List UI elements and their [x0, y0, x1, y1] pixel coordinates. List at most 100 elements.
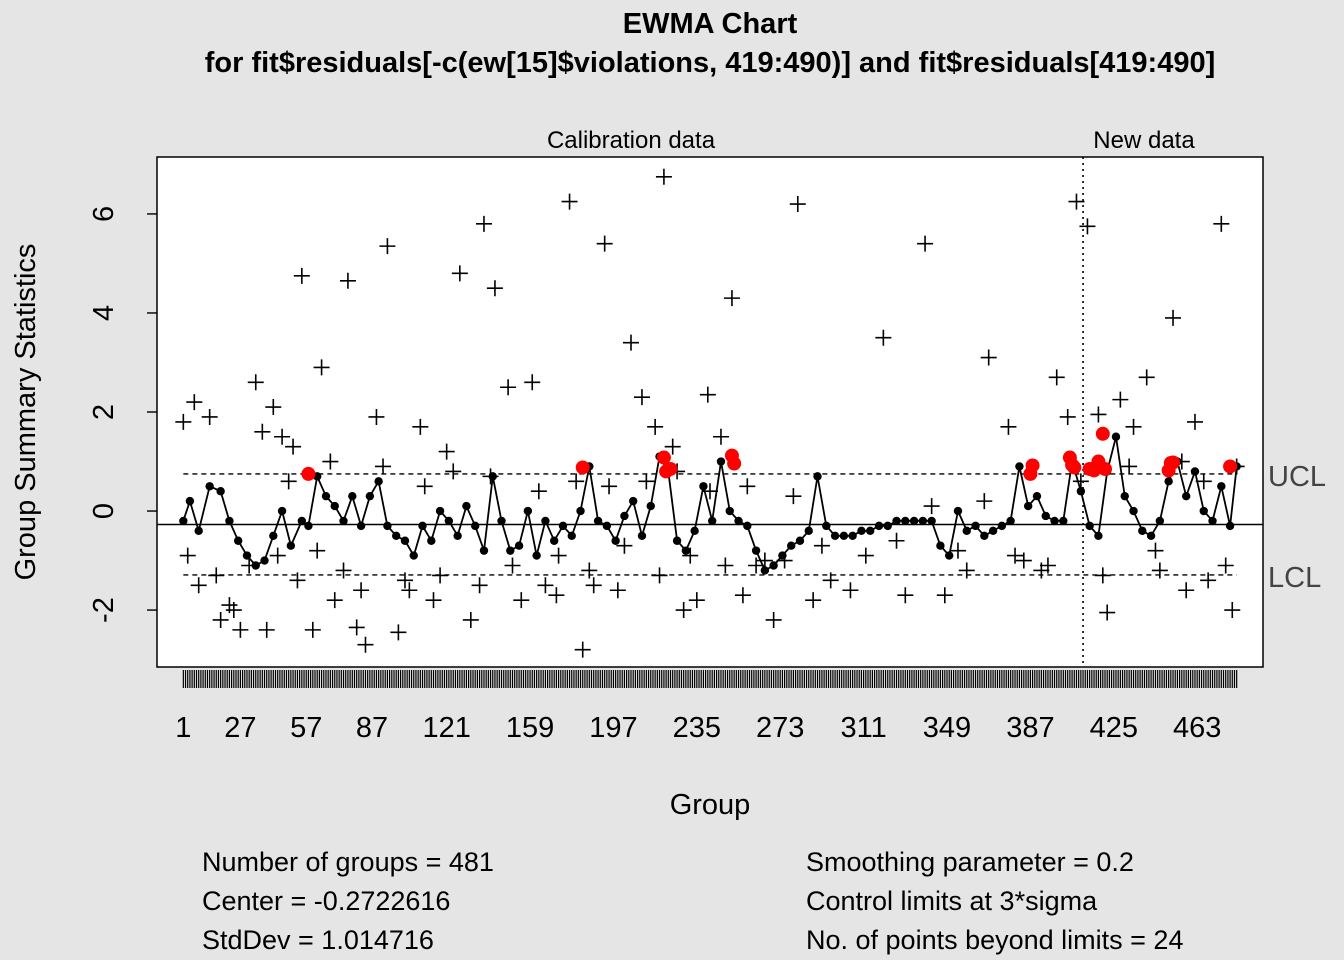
- violation-point: [1025, 458, 1040, 473]
- observation-marker: [1151, 562, 1168, 579]
- observation-marker: [1200, 572, 1217, 589]
- ewma-point: [462, 501, 471, 511]
- y-tick-label: -2: [88, 597, 120, 623]
- ewma-point: [988, 526, 998, 536]
- ewma-point: [185, 496, 195, 506]
- x-tick-label: 159: [506, 712, 554, 744]
- observation-marker: [1224, 602, 1241, 619]
- ewma-point: [418, 521, 427, 531]
- ewma-point: [1138, 526, 1147, 536]
- ewma-point: [523, 506, 533, 516]
- ewma-point: [497, 516, 506, 526]
- ewma-point: [1059, 516, 1068, 526]
- observation-marker: [888, 532, 905, 549]
- x-tick-label: 1: [175, 712, 191, 744]
- x-tick-label: 87: [356, 712, 388, 744]
- ewma-point: [260, 556, 269, 565]
- observation-marker: [949, 542, 966, 559]
- observation-marker: [717, 557, 734, 574]
- ewma-point: [427, 536, 436, 545]
- ewma-point: [1050, 516, 1059, 526]
- observation-marker: [357, 636, 374, 653]
- ewma-point: [356, 521, 366, 531]
- stat-center: Center = -0.2722616: [202, 886, 451, 916]
- x-tick-label: 235: [673, 712, 721, 744]
- y-tick-label: 4: [88, 305, 120, 321]
- ewma-point: [927, 516, 936, 526]
- observation-marker: [289, 572, 306, 589]
- ewma-point: [225, 516, 234, 526]
- ewma-point: [874, 521, 884, 531]
- ewma-point: [374, 477, 383, 486]
- observation-marker: [247, 374, 264, 391]
- y-axis: -2 0 2 4 6: [88, 206, 157, 623]
- x-tick-label: 27: [224, 712, 256, 744]
- observation-marker: [416, 478, 433, 495]
- ewma-point: [1146, 531, 1156, 540]
- x-tick-label: 57: [290, 712, 322, 744]
- observation-marker: [396, 572, 413, 589]
- ewma-point: [1085, 521, 1094, 531]
- observation-marker: [335, 562, 352, 579]
- ewma-point: [514, 541, 524, 550]
- observation-marker: [923, 498, 940, 515]
- y-axis-label: Group Summary Statistics: [10, 244, 42, 581]
- ewma-point: [205, 482, 214, 491]
- observation-marker: [254, 423, 271, 440]
- observation-marker: [739, 478, 756, 495]
- ewma-point: [541, 516, 550, 526]
- ewma-point: [233, 536, 243, 545]
- ewma-point: [242, 551, 252, 560]
- violation-point: [1067, 460, 1082, 475]
- ewma-point: [628, 496, 638, 506]
- ewma-point: [1164, 477, 1173, 486]
- ewma-point: [637, 531, 647, 540]
- observation-marker: [1217, 557, 1234, 574]
- ewma-point: [567, 531, 576, 540]
- observation-marker: [232, 621, 249, 638]
- observation-marker: [980, 349, 997, 366]
- observation-marker: [1213, 215, 1230, 232]
- ewma-point: [330, 501, 339, 511]
- x-tick-label: 387: [1006, 712, 1054, 744]
- observation-marker: [609, 582, 626, 599]
- ewma-point: [620, 511, 629, 521]
- violation-point: [663, 461, 678, 476]
- observation-marker: [1195, 473, 1212, 490]
- ewma-point: [734, 516, 743, 526]
- ewma-point: [769, 561, 778, 570]
- observation-marker: [712, 428, 729, 445]
- observation-marker: [190, 577, 207, 594]
- ewma-point: [488, 472, 497, 481]
- observation-marker: [785, 488, 802, 505]
- observation-marker: [451, 265, 468, 282]
- observation-marker: [537, 577, 554, 594]
- observation-marker: [179, 547, 196, 564]
- observation-marker: [857, 547, 874, 564]
- ewma-point: [725, 506, 734, 516]
- observation-marker: [348, 619, 365, 636]
- observation-marker: [548, 587, 565, 604]
- ewma-point: [672, 536, 682, 545]
- observation-marker: [265, 399, 282, 416]
- ewma-point: [848, 531, 857, 540]
- observation-marker: [425, 592, 442, 609]
- observation-marker: [976, 493, 993, 510]
- observation-marker: [1072, 473, 1089, 490]
- violation-point: [656, 450, 671, 465]
- observation-marker: [379, 238, 396, 255]
- ewma-point: [400, 536, 410, 545]
- observation-marker: [293, 267, 310, 284]
- observation-marker: [504, 557, 521, 574]
- ewma-point: [251, 561, 260, 570]
- ewma-point: [348, 491, 357, 501]
- ewma-point: [1208, 516, 1217, 526]
- ewma-point: [435, 506, 445, 516]
- ewma-point: [1041, 511, 1050, 521]
- observation-marker: [309, 542, 326, 559]
- observation-marker: [748, 557, 765, 574]
- ewma-point: [391, 531, 401, 540]
- ewma-point: [795, 536, 805, 545]
- observation-marker: [664, 438, 681, 455]
